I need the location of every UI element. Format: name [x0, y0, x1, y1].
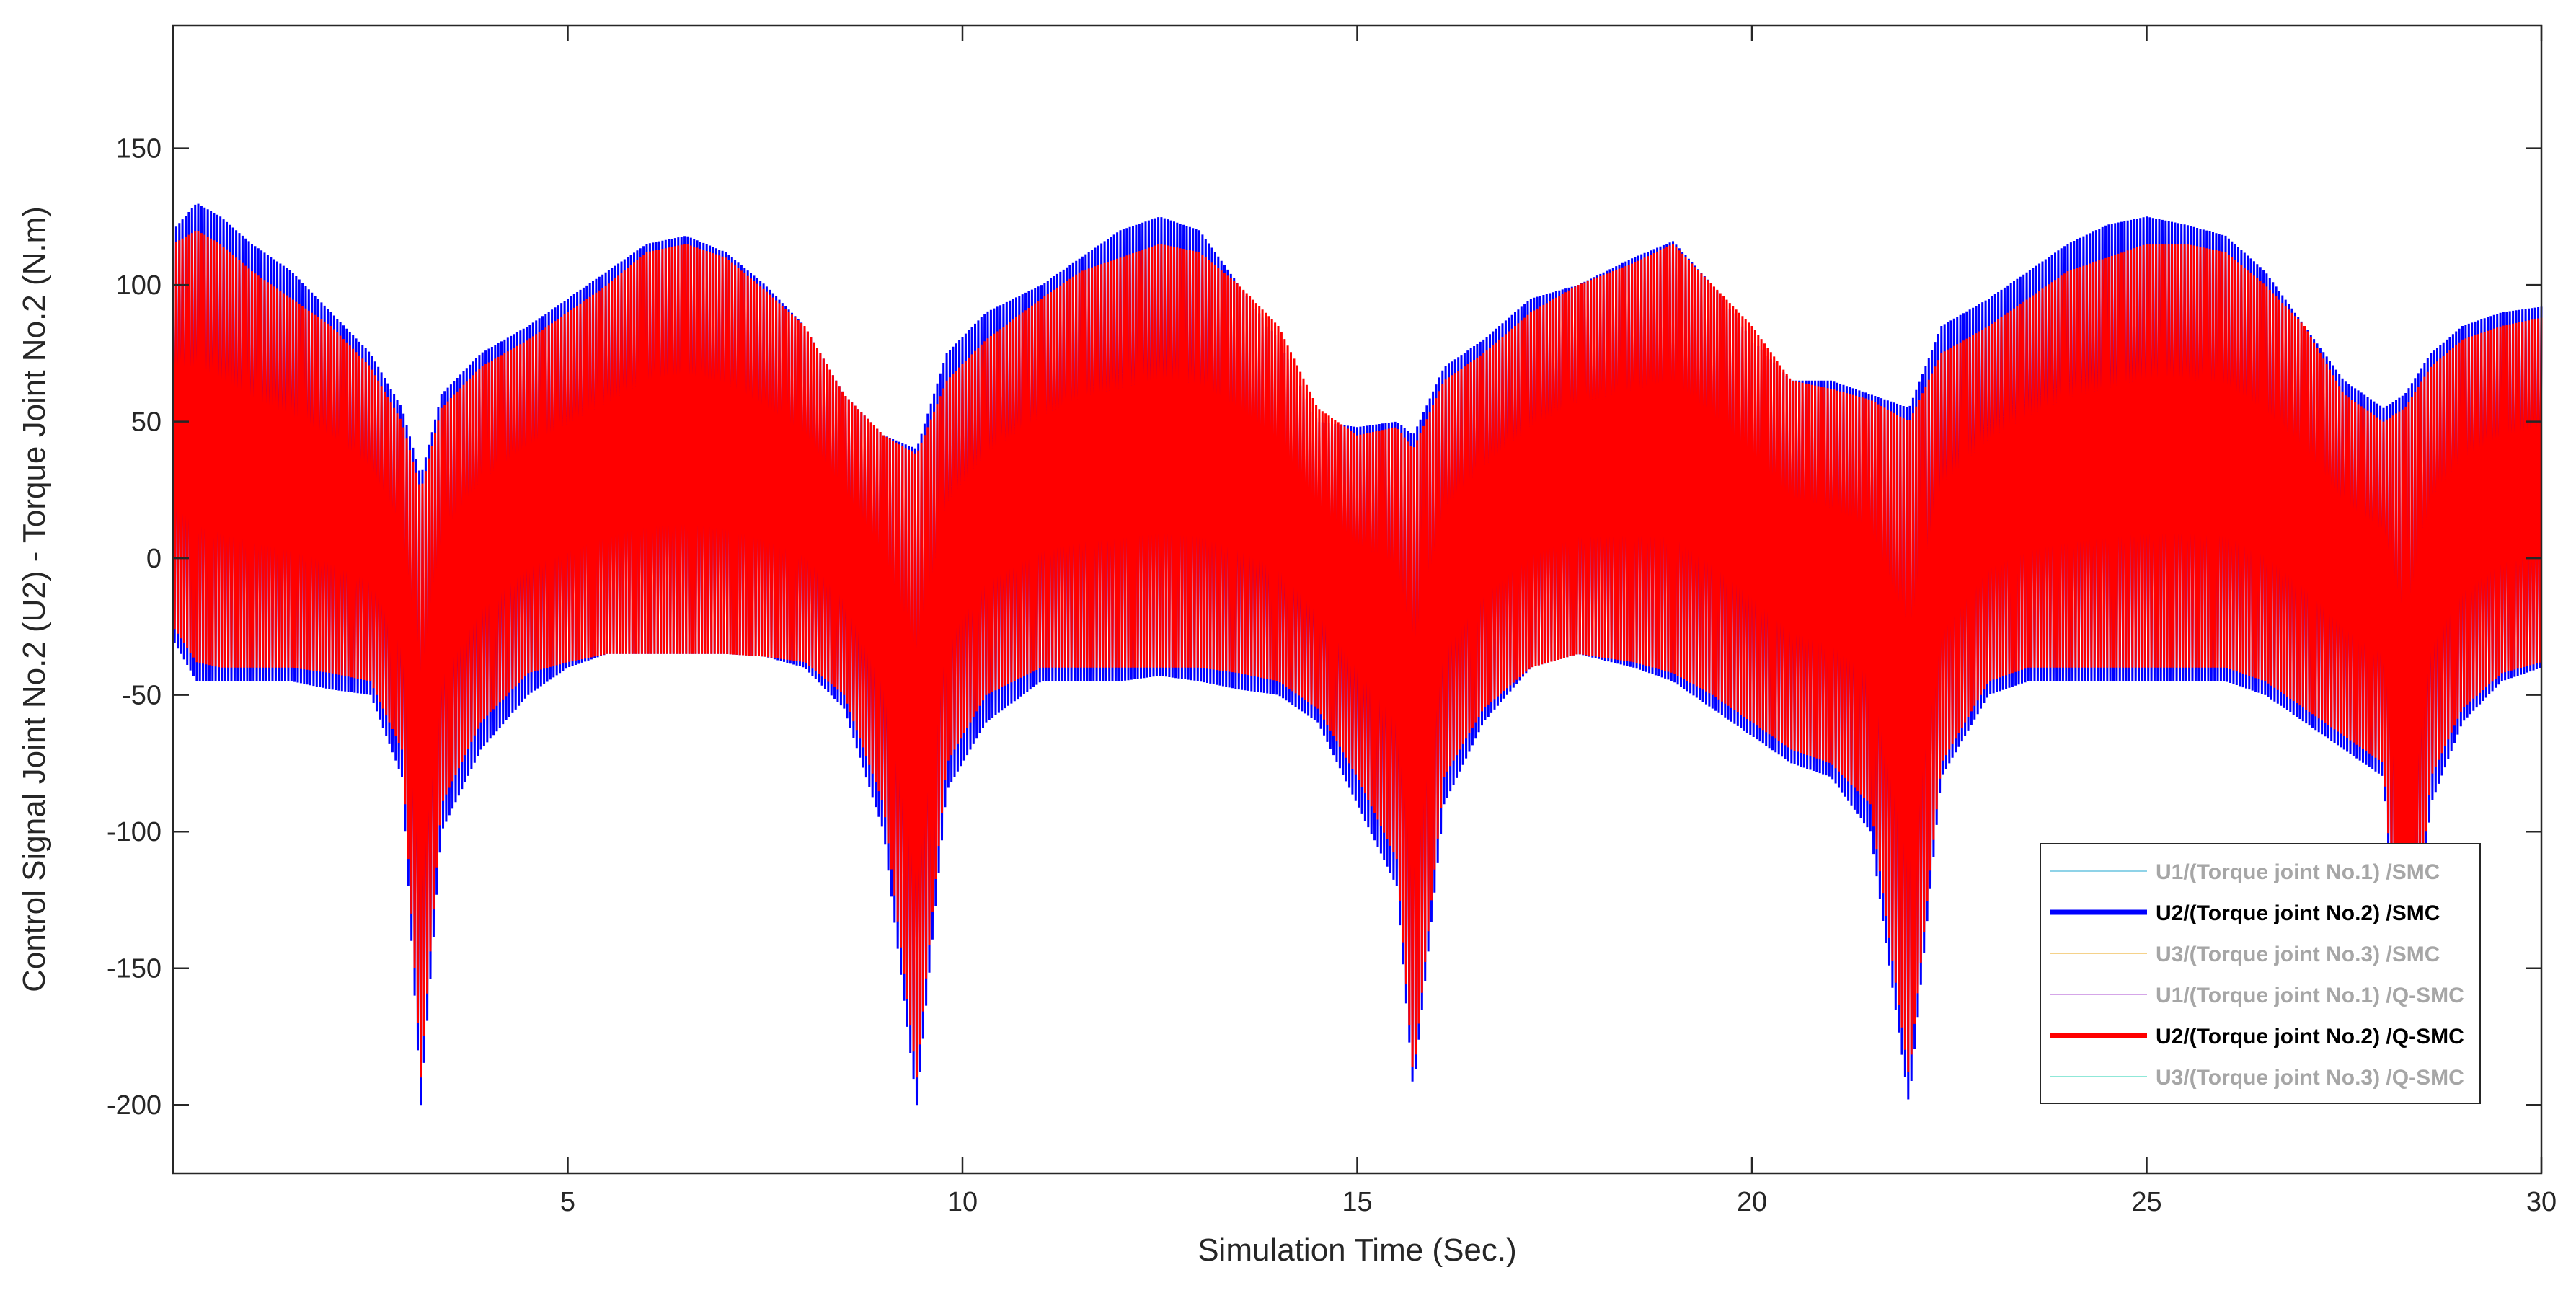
plot-data [172, 203, 2543, 1106]
x-tick-label-5: 30 [2526, 1187, 2557, 1217]
y-tick-label-4: -50 [122, 681, 161, 711]
axis-ticks: 5 10 15 20 25 30 150 100 50 0 -50 -100 -150 -200 [107, 25, 2557, 1217]
x-tick-label-2: 15 [1342, 1187, 1372, 1217]
series-line-4 [172, 231, 2543, 1078]
legend-label-4: U2/(Torque joint No.2) /Q-SMC [2156, 1025, 2464, 1049]
x-axis-label: Simulation Time (Sec.) [1198, 1232, 1517, 1268]
x-tick-label-3: 20 [1737, 1187, 1767, 1217]
y-tick-label-1: 100 [116, 270, 161, 301]
x-tick-label-1: 10 [947, 1187, 978, 1217]
legend-label-2: U3/(Torque joint No.3) /SMC [2156, 943, 2440, 966]
legend: U1/(Torque joint No.1) /SMC U2/(Torque jo… [2040, 843, 2481, 1104]
legend-label-5: U3/(Torque joint No.3) /Q-SMC [2156, 1066, 2464, 1090]
legend-label-3: U1/(Torque joint No.1) /Q-SMC [2156, 984, 2464, 1007]
y-tick-label-6: -150 [107, 954, 161, 984]
y-tick-label-3: 0 [146, 544, 161, 574]
series-line-1 [172, 203, 2543, 1106]
y-axis-label: Control Signal Joint No.2 (U2) - Torque … [17, 206, 52, 992]
x-tick-label-0: 5 [560, 1187, 575, 1217]
x-tick-label-4: 25 [2131, 1187, 2161, 1217]
legend-label-0: U1/(Torque joint No.1) /SMC [2156, 860, 2440, 884]
legend-box [2040, 843, 2481, 1104]
y-tick-label-0: 150 [116, 134, 161, 164]
y-tick-label-5: -100 [107, 817, 161, 847]
y-tick-label-2: 50 [131, 407, 161, 438]
legend-label-1: U2/(Torque joint No.2) /SMC [2156, 901, 2440, 925]
y-tick-label-7: -200 [107, 1090, 161, 1121]
